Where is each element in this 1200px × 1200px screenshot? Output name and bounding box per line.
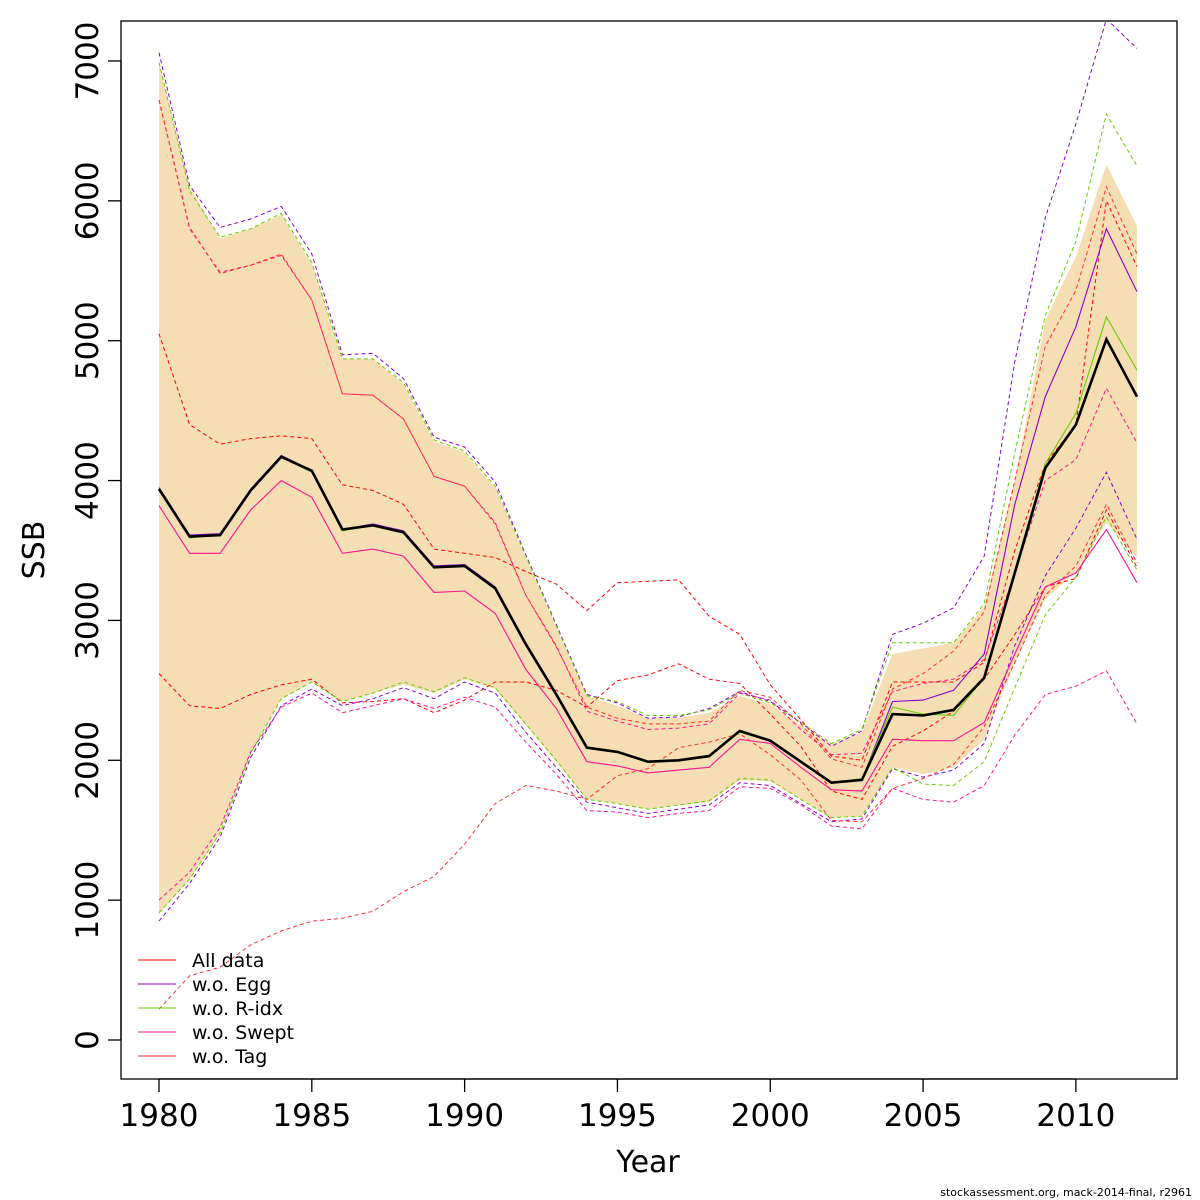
y-tick-label: 5000 — [70, 301, 106, 380]
confidence-band-layer — [159, 63, 1137, 915]
x-tick-label: 1990 — [425, 1098, 504, 1134]
series-layer — [157, 21, 1139, 1010]
series-w-o-swept-lower — [158, 670, 1138, 901]
y-tick-label: 3000 — [70, 581, 106, 660]
main-estimate-line — [157, 336, 1139, 785]
y-tick-label: 1000 — [70, 861, 106, 940]
legend-label-w-o-swept: w.o. Swept — [192, 1022, 294, 1044]
series-w-o-tag-lower — [158, 503, 1138, 1010]
y-axis: 0 1000 2000 3000 4000 5000 6000 7000 — [70, 22, 122, 1050]
series-w-o-r-idx-upper — [158, 62, 1138, 745]
series-w-o-egg-upper — [158, 21, 1138, 747]
x-tick-label: 1980 — [120, 1098, 199, 1134]
legend-label-w-o-tag: w.o. Tag — [192, 1046, 267, 1068]
series-w-o-tag-upper — [158, 99, 1138, 768]
legend-label-all-data: All data — [192, 950, 264, 972]
series-w-o-swept-upper — [158, 99, 1138, 756]
x-axis: 1980 1985 1990 1995 2000 2005 2010 — [120, 1078, 1115, 1134]
x-tick-label: 1995 — [578, 1098, 657, 1134]
x-tick-label: 2010 — [1036, 1098, 1115, 1134]
y-tick-label: 4000 — [70, 441, 106, 520]
credit-text: stockassessment.org, mack-2014-final, r2… — [940, 1186, 1192, 1199]
x-tick-label: 1985 — [272, 1098, 351, 1134]
y-axis-title: SSB — [17, 521, 52, 580]
y-tick-label: 7000 — [70, 22, 106, 101]
series-w-o-swept-line — [158, 479, 1138, 792]
x-tick-label: 2000 — [731, 1098, 810, 1134]
y-tick-label: 0 — [70, 1030, 106, 1050]
series-w-o-r-idx-lower — [158, 515, 1138, 914]
series-all-data-upper — [158, 199, 1138, 761]
y-tick-label: 2000 — [70, 721, 106, 800]
confidence-band — [159, 63, 1137, 915]
y-tick-label: 6000 — [70, 161, 106, 240]
legend-label-w-o-egg: w.o. Egg — [192, 974, 271, 996]
series-w-o-egg-lower — [158, 471, 1138, 922]
x-axis-title: Year — [615, 1145, 680, 1180]
x-tick-label: 2005 — [884, 1098, 963, 1134]
legend-label-w-o-r-idx: w.o. R-idx — [192, 998, 283, 1020]
